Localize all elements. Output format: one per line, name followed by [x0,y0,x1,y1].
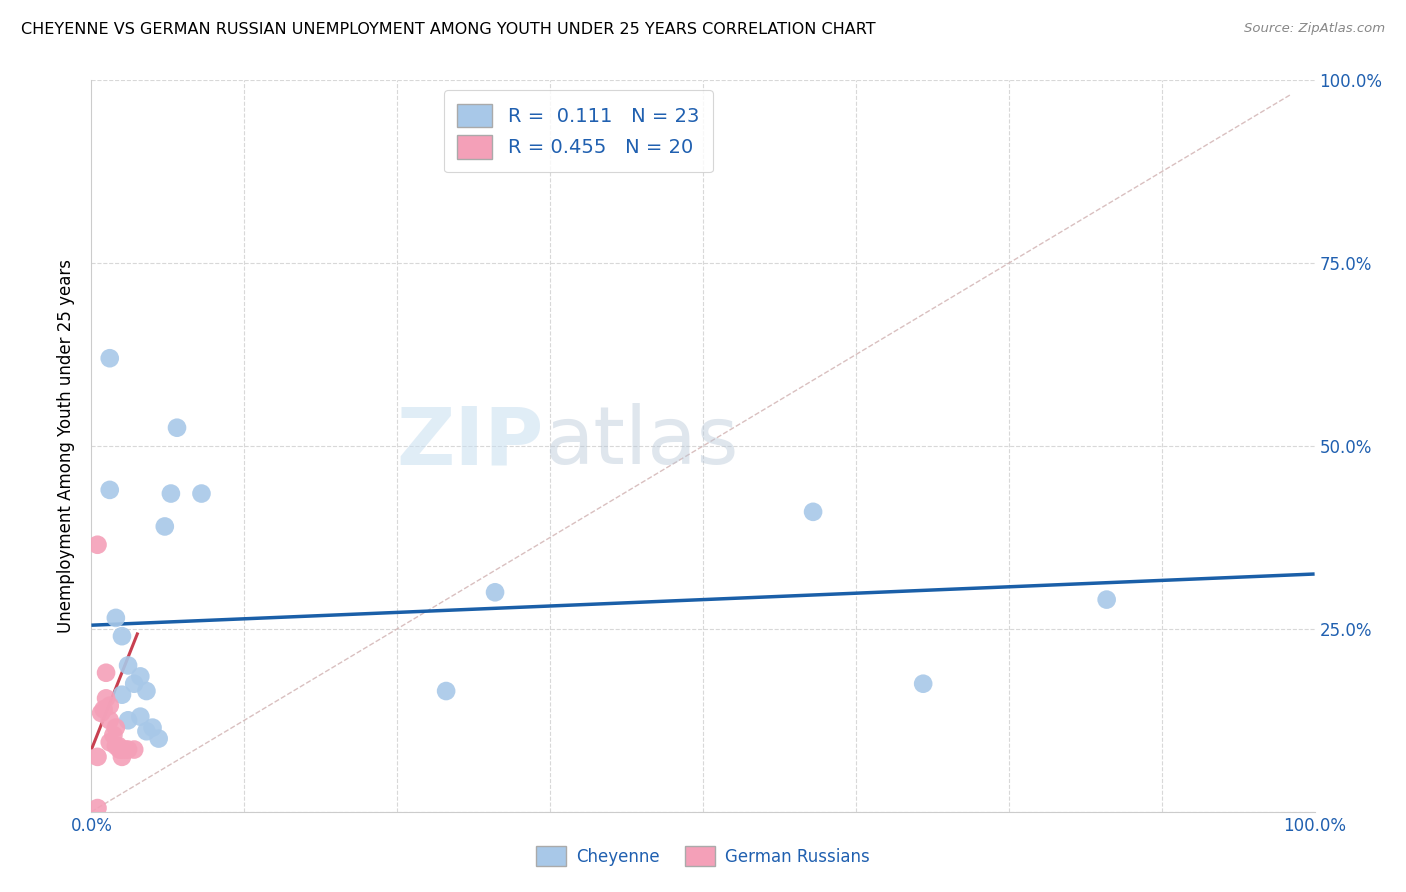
Point [108,742,131,756]
Point [107,739,129,753]
Point [111,688,134,702]
Point [104,611,127,625]
Point [434,684,457,698]
Point [111,629,134,643]
Point [98,714,121,728]
Point [86,538,108,552]
Point [484,585,506,599]
Point [104,739,127,753]
Point [1095,592,1118,607]
Point [103,728,125,742]
Point [166,421,188,435]
Text: Source: ZipAtlas.com: Source: ZipAtlas.com [1244,22,1385,36]
Point [111,749,134,764]
Point [912,676,935,690]
Point [98,735,121,749]
Point [135,684,157,698]
Point [111,742,134,756]
Point [801,505,824,519]
Point [90,706,112,720]
Point [117,742,139,756]
Text: atlas: atlas [544,403,738,482]
Point [98,483,121,497]
Point [148,731,170,746]
Point [122,742,145,756]
Point [94,691,117,706]
Point [190,486,212,500]
Text: ZIP: ZIP [396,403,544,482]
Point [135,724,157,739]
Point [86,749,108,764]
Point [122,676,145,690]
Point [94,665,117,680]
Text: CHEYENNE VS GERMAN RUSSIAN UNEMPLOYMENT AMONG YOUTH UNDER 25 YEARS CORRELATION C: CHEYENNE VS GERMAN RUSSIAN UNEMPLOYMENT … [21,22,876,37]
Point [141,721,163,735]
Y-axis label: Unemployment Among Youth under 25 years: Unemployment Among Youth under 25 years [58,259,76,633]
Point [160,486,183,500]
Point [104,721,127,735]
Point [129,669,152,683]
Point [153,519,176,533]
Point [98,698,121,713]
Point [93,702,115,716]
Point [86,801,108,815]
Point [117,658,139,673]
Point [98,351,121,366]
Point [114,742,136,756]
Legend: Cheyenne, German Russians: Cheyenne, German Russians [530,839,876,873]
Point [117,714,139,728]
Point [129,709,152,723]
